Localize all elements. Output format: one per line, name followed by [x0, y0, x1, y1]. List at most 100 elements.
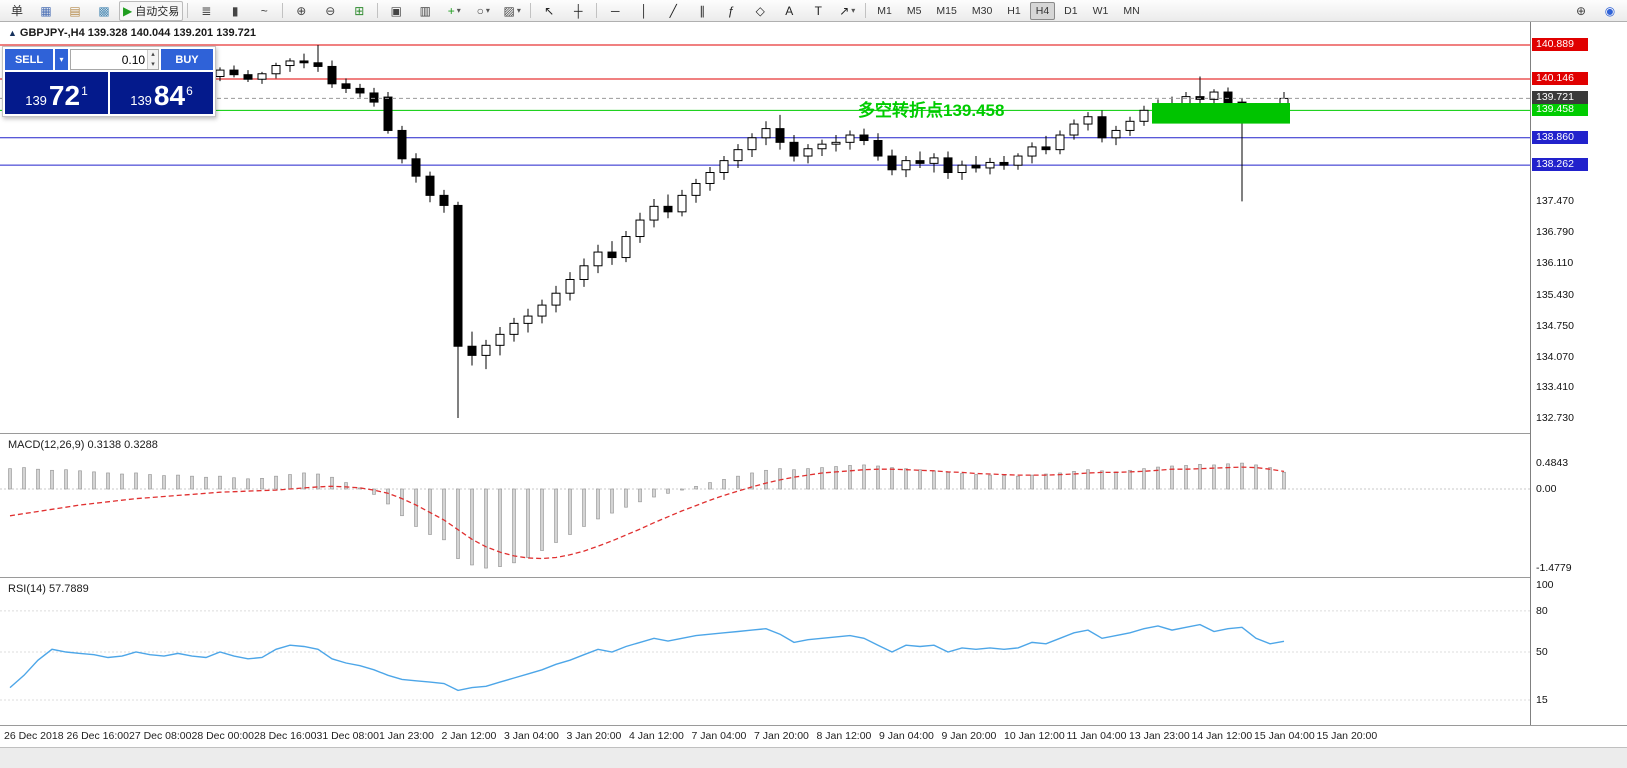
rsi-label: RSI(14) 57.7889: [8, 583, 89, 595]
timeframe-m30-button[interactable]: M30: [971, 4, 993, 17]
timeframe-w1-button[interactable]: W1: [1092, 4, 1109, 17]
price-axis-label: 136.790: [1536, 226, 1574, 238]
crosshair-button[interactable]: ┼: [564, 1, 592, 21]
timeframe-h1-button[interactable]: H1: [1007, 4, 1021, 17]
price-axis-label: 134.750: [1536, 320, 1574, 332]
arrange-windows-icon: ▥: [419, 3, 431, 18]
toolbar-separator: [865, 3, 867, 18]
bar-chart-button[interactable]: ≣: [192, 1, 220, 21]
indicators-icon: +: [447, 3, 455, 18]
chart-area[interactable]: ▲ GBPJPY-,H4 139.328 140.044 139.201 139.…: [0, 22, 1627, 747]
zoom-in-button[interactable]: ⊕: [287, 1, 315, 21]
price-level-badge: 138.262: [1532, 158, 1588, 171]
profiles-button[interactable]: ▤: [61, 1, 89, 21]
panel-divider[interactable]: [0, 577, 1627, 578]
candlestick-chart-button[interactable]: ▮: [221, 1, 249, 21]
shapes-icon: ◇: [755, 3, 765, 18]
toolbar-separator: [187, 3, 189, 18]
shapes-button[interactable]: ◇: [746, 1, 774, 21]
rsi-indicator-panel[interactable]: [0, 579, 1530, 725]
buy-button[interactable]: BUY: [161, 49, 213, 70]
zoom-out-icon: ⊖: [325, 3, 336, 18]
timeframe-h4-button[interactable]: H4: [1029, 1, 1056, 20]
community-icon: ◉: [1604, 3, 1616, 18]
arrows-icon: ↗: [839, 3, 850, 18]
text-label-icon: T: [814, 3, 822, 18]
time-axis-label: 2 Jan 12:00: [441, 730, 497, 742]
chart-window-button[interactable]: ▦: [32, 1, 60, 21]
timeframe-m5-button[interactable]: M5: [906, 4, 922, 17]
toolbar-separator: [282, 3, 284, 18]
buy-price-panel[interactable]: 139 84 6: [110, 72, 213, 114]
fibonacci-button[interactable]: ƒ: [717, 1, 745, 21]
volume-down-button[interactable]: ▾: [148, 59, 158, 69]
macd-indicator-panel[interactable]: [0, 435, 1530, 577]
fibonacci-icon: ƒ: [727, 3, 735, 18]
volume-input[interactable]: [71, 50, 148, 69]
templates-icon: ▨: [503, 3, 515, 18]
arrange-windows-button[interactable]: ▥: [411, 1, 439, 21]
text-button[interactable]: A: [775, 1, 803, 21]
price-axis[interactable]: 137.470 136.790 136.110 135.430 134.750 134.0…: [1530, 22, 1627, 725]
price-axis-label: 80: [1536, 605, 1548, 617]
new-order-icon: 单: [10, 4, 23, 18]
timeframe-m1-button[interactable]: M1: [877, 4, 892, 17]
price-axis-label: 0.00: [1536, 483, 1557, 495]
collapse-panel-icon[interactable]: ▲: [8, 28, 17, 38]
periods-button[interactable]: ○ ▾: [469, 1, 497, 21]
symbol-ohlc-line: ▲ GBPJPY-,H4 139.328 140.044 139.201 139.…: [8, 27, 256, 39]
price-axis-label: 132.730: [1536, 412, 1574, 424]
tile-windows-button[interactable]: ▣: [382, 1, 410, 21]
zoom-in-icon: ⊕: [296, 3, 307, 18]
sell-price-panel[interactable]: 139 72 1: [5, 72, 108, 114]
horizontal-line-button[interactable]: ─: [601, 1, 629, 21]
community-button[interactable]: ◉: [1596, 1, 1624, 21]
main-price-chart[interactable]: [0, 22, 1530, 433]
time-axis[interactable]: 26 Dec 2018 26 Dec 16:00 27 Dec 08:00 28 De…: [0, 725, 1627, 747]
time-axis-label: 14 Jan 12:00: [1191, 730, 1253, 742]
magnifier-icon: ⊕: [1575, 3, 1587, 18]
time-axis-label: 7 Jan 04:00: [691, 730, 747, 742]
line-chart-button[interactable]: ~: [250, 1, 278, 21]
periods-icon: ○: [476, 3, 484, 18]
trendline-button[interactable]: ╱: [659, 1, 687, 21]
time-axis-label: 10 Jan 12:00: [1004, 730, 1065, 742]
grid-icon: ⊞: [354, 3, 365, 18]
autotrading-button[interactable]: ▶ 自动交易: [119, 0, 184, 21]
grid-button[interactable]: ⊞: [345, 1, 373, 21]
price-level-badge: 139.458: [1532, 103, 1588, 116]
equidistant-channel-icon: ∥: [699, 3, 706, 18]
indicators-button[interactable]: + ▾: [440, 1, 468, 21]
timeframe-m15-button[interactable]: M15: [936, 4, 957, 17]
bid-pips: 72: [48, 80, 81, 111]
templates-button[interactable]: ▨ ▾: [498, 1, 526, 21]
arrows-button[interactable]: ↗ ▾: [833, 1, 861, 21]
cursor-button[interactable]: ↖: [535, 1, 563, 21]
time-axis-label: 3 Jan 20:00: [566, 730, 622, 742]
market-watch-button[interactable]: ▩: [90, 1, 118, 21]
time-axis-label: 3 Jan 04:00: [504, 730, 559, 742]
new-order-button[interactable]: 单: [3, 1, 31, 21]
timeframe-mn-button[interactable]: MN: [1123, 4, 1140, 17]
sell-button[interactable]: SELL: [5, 49, 53, 70]
ask-point: 6: [186, 84, 193, 98]
vertical-line-button[interactable]: │: [630, 1, 658, 21]
bid-point: 1: [81, 84, 88, 98]
toolbar-separator: [377, 3, 379, 18]
arrows-caret-icon: ▾: [851, 6, 856, 15]
equidistant-channel-button[interactable]: ∥: [688, 1, 716, 21]
timeframe-d1-button[interactable]: D1: [1064, 4, 1078, 17]
price-axis-label: 133.410: [1536, 381, 1574, 393]
volume-up-button[interactable]: ▴: [148, 50, 158, 60]
chart-window-icon: ▦: [40, 3, 52, 18]
price-axis-label: -1.4779: [1536, 562, 1572, 574]
text-label-button[interactable]: T: [804, 1, 832, 21]
time-axis-label: 1 Jan 23:00: [379, 730, 434, 742]
panel-divider[interactable]: [0, 433, 1627, 434]
magnifier-button[interactable]: ⊕: [1567, 1, 1595, 21]
time-axis-label: 15 Jan 20:00: [1316, 730, 1378, 742]
sell-options-caret-icon[interactable]: ▾: [55, 49, 68, 70]
toolbar: 单 ▦ ▤ ▩ ▶ 自动交易 ≣ ▮ ~ ⊕ ⊖ ⊞ ▣ ▥ + ▾ ○ ▾ ▨ ▾ ↖ ┼ ─ │ ╱ ∥ ƒ ◇ A T ↗ ▾ M1 M5 M…: [0, 0, 1627, 22]
macd-label: MACD(12,26,9) 0.3138 0.3288: [8, 439, 158, 451]
zoom-out-button[interactable]: ⊖: [316, 1, 344, 21]
